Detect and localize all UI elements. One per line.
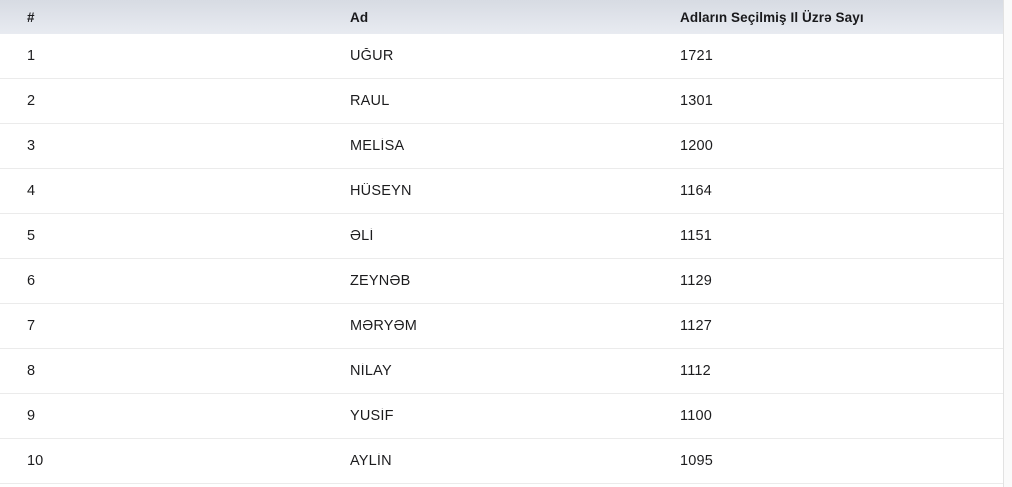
name-cell: YUSİF xyxy=(350,408,394,424)
name-cell: ZEYNƏB xyxy=(350,273,411,289)
count-cell: 1301 xyxy=(680,93,714,109)
column-header-count: Adların Seçilmiş Il Üzrə Sayı xyxy=(680,9,864,25)
name-cell: MƏRYƏM xyxy=(350,318,418,334)
rank-cell: 5 xyxy=(27,228,36,244)
table-body: 1 UĞUR 1721 2 RAUL 1301 3 MELİSA 1200 4 HÜSEYN 1164… xyxy=(0,34,1004,484)
name-cell: ƏLİ xyxy=(350,228,374,244)
name-cell: NİLAY xyxy=(350,363,392,379)
table-row: 3 MELİSA 1200 xyxy=(0,124,1004,169)
count-cell: 1095 xyxy=(680,453,714,469)
table-row: 8 NİLAY 1112 xyxy=(0,349,1004,394)
name-cell: RAUL xyxy=(350,93,390,109)
name-cell: AYLİN xyxy=(350,453,392,469)
name-cell: MELİSA xyxy=(350,138,405,154)
rank-cell: 3 xyxy=(27,138,36,154)
table-row: 2 RAUL 1301 xyxy=(0,79,1004,124)
count-cell: 1112 xyxy=(680,363,711,379)
rank-cell: 2 xyxy=(27,93,36,109)
table-row: 9 YUSİF 1100 xyxy=(0,394,1004,439)
rank-cell: 9 xyxy=(27,408,36,424)
name-cell: HÜSEYN xyxy=(350,183,412,199)
rank-cell: 7 xyxy=(27,318,36,334)
name-cell: UĞUR xyxy=(350,48,394,64)
table-row: 10 AYLİN 1095 xyxy=(0,439,1004,484)
rank-cell: 1 xyxy=(27,48,36,64)
count-cell: 1151 xyxy=(680,228,712,244)
count-cell: 1200 xyxy=(680,138,714,154)
table-row: 6 ZEYNƏB 1129 xyxy=(0,259,1004,304)
column-header-rank: # xyxy=(27,9,35,25)
rank-cell: 10 xyxy=(27,453,44,469)
table-row: 1 UĞUR 1721 xyxy=(0,34,1004,79)
table-row: 5 ƏLİ 1151 xyxy=(0,214,1004,259)
vertical-scrollbar-track[interactable] xyxy=(1003,0,1012,487)
count-cell: 1164 xyxy=(680,183,712,199)
rank-cell: 4 xyxy=(27,183,36,199)
rank-cell: 6 xyxy=(27,273,36,289)
column-header-name: Ad xyxy=(350,9,369,25)
table-header-row: # Ad Adların Seçilmiş Il Üzrə Sayı xyxy=(0,0,1004,34)
count-cell: 1129 xyxy=(680,273,712,289)
table-row: 7 MƏRYƏM 1127 xyxy=(0,304,1004,349)
count-cell: 1721 xyxy=(680,48,714,64)
count-cell: 1100 xyxy=(680,408,712,424)
count-cell: 1127 xyxy=(680,318,712,334)
rank-cell: 8 xyxy=(27,363,36,379)
table-row: 4 HÜSEYN 1164 xyxy=(0,169,1004,214)
